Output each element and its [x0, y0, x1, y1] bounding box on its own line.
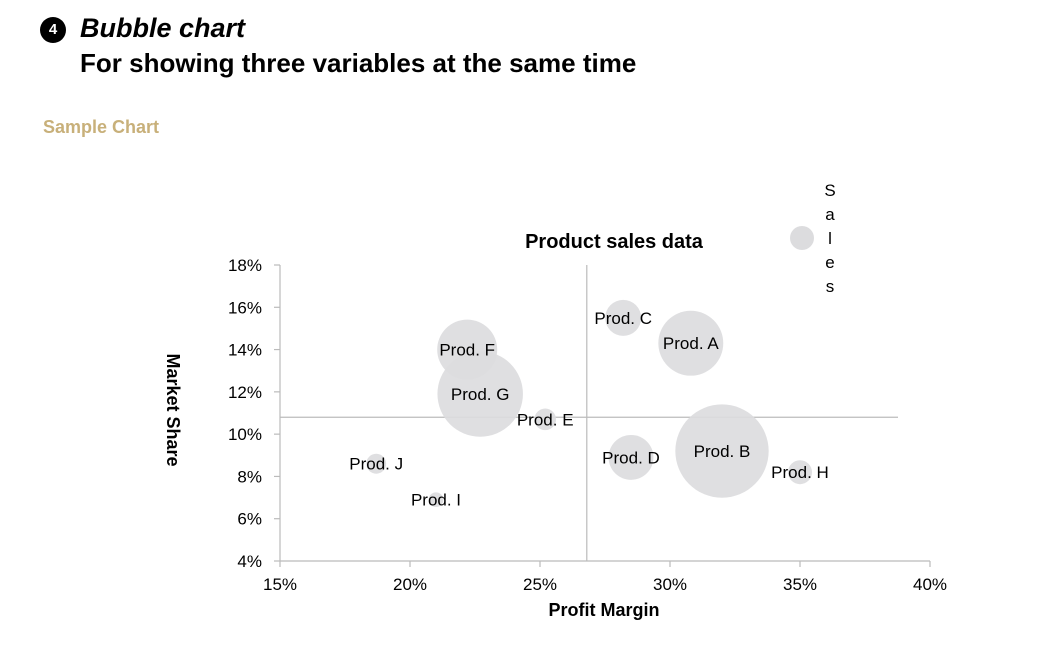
bubble [428, 492, 444, 508]
bubble-label: Prod. C [594, 309, 652, 328]
sample-chart-label: Sample Chart [43, 117, 160, 137]
reference-lines [280, 265, 898, 561]
x-tick-label: 30% [653, 575, 687, 594]
bubbles [366, 299, 812, 508]
bubble [675, 404, 769, 498]
axes: 4% 6% 8% 10% 12% 14% 16% 18% 15% 20% 25% 30% 35% 40% [228, 256, 947, 594]
bubble-label: Prod. D [602, 448, 660, 467]
bubble [605, 299, 642, 336]
y-tick-label: 10% [228, 425, 262, 444]
page-subtitle: For showing three variables at the same … [80, 48, 637, 78]
page-title: Bubble chart [80, 13, 246, 43]
x-tick-label: 15% [263, 575, 297, 594]
x-tick-label: 25% [523, 575, 557, 594]
y-tick-label: 6% [237, 510, 262, 529]
bubble [437, 319, 498, 380]
bubble [788, 460, 812, 485]
bubble-label: Prod. F [439, 341, 495, 360]
y-axis-label: Market Share [163, 353, 183, 466]
y-tick-label: 16% [228, 298, 262, 317]
legend-bubble [790, 226, 814, 250]
bubble [366, 453, 387, 474]
bubble [534, 408, 557, 431]
bubble-label: Prod. G [451, 385, 510, 404]
y-tick-label: 18% [228, 256, 262, 275]
x-tick-label: 20% [393, 575, 427, 594]
bubble [608, 434, 654, 480]
section-number-badge: 4 [40, 17, 66, 43]
x-tick-label: 40% [913, 575, 947, 594]
bubble-label: Prod. J [349, 455, 403, 474]
bubble-labels: Prod. A Prod. B Prod. C Prod. D Prod. E Prod.… [349, 309, 829, 510]
bubble [658, 310, 724, 376]
bubble-label: Prod. E [517, 410, 574, 429]
bubble-label: Prod. H [771, 463, 829, 482]
bubble-label: Prod. B [694, 442, 751, 461]
y-tick-label: 8% [237, 467, 262, 486]
y-tick-label: 4% [237, 552, 262, 571]
x-axis-label: Profit Margin [549, 600, 660, 620]
x-tick-label: 35% [783, 575, 817, 594]
chart-title: Product sales data [525, 231, 704, 253]
y-tick-label: 14% [228, 341, 262, 360]
bubble-label: Prod. A [663, 334, 719, 353]
bubble-label: Prod. I [411, 491, 461, 510]
y-tick-label: 12% [228, 383, 262, 402]
